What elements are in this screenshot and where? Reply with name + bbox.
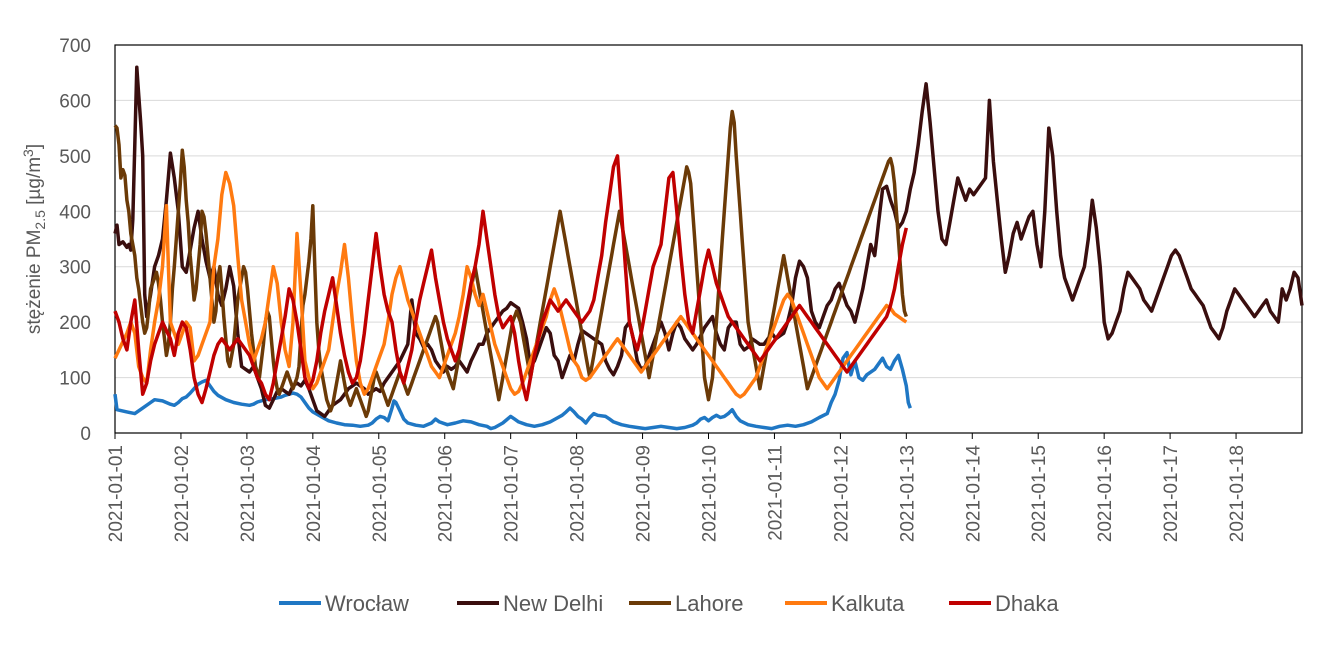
y-tick-label: 300 — [59, 258, 91, 279]
y-axis-title: stężenie PM2.5 [µg/m3] — [20, 144, 48, 334]
x-tick-label: 2021-01-11 — [765, 445, 786, 541]
x-tick-label: 2021-01-18 — [1227, 445, 1248, 542]
x-tick-label: 2021-01-16 — [1095, 445, 1116, 542]
x-tick-label: 2021-01-17 — [1161, 445, 1182, 542]
y-tick-label: 200 — [59, 313, 91, 334]
series-line-dhaka — [113, 154, 909, 405]
x-tick-label: 2021-01-05 — [370, 445, 391, 542]
legend-label: Wrocław — [325, 591, 409, 616]
axes — [114, 44, 1303, 439]
y-tick-label: 100 — [59, 369, 91, 390]
x-tick-label: 2021-01-04 — [304, 445, 325, 543]
x-tick-label: 2021-01-06 — [436, 445, 457, 542]
y-tick-label: 400 — [59, 202, 91, 223]
x-tick-label: 2021-01-13 — [897, 445, 918, 542]
x-tick-label: 2021-01-08 — [568, 445, 589, 542]
y-tick-label: 600 — [59, 91, 91, 112]
series-line-wrocław — [113, 350, 912, 431]
x-tick-label: 2021-01-07 — [502, 445, 523, 542]
x-tick-label: 2021-01-01 — [106, 445, 127, 542]
legend-item: New Delhi — [457, 591, 603, 616]
legend-label: Kalkuta — [831, 591, 905, 616]
y-tick-label: 0 — [80, 424, 91, 445]
x-tick-label: 2021-01-10 — [700, 445, 721, 542]
legend-item: Dhaka — [949, 591, 1059, 616]
legend-item: Lahore — [629, 591, 744, 616]
x-tick-label: 2021-01-12 — [831, 445, 852, 542]
x-tick-label: 2021-01-02 — [172, 445, 193, 542]
legend-label: New Delhi — [503, 591, 603, 616]
y-tick-label: 500 — [59, 147, 91, 168]
tick-labels: 0 100 200 300 400 500 600 700 2021-01-01 2021-01-… — [59, 36, 1248, 542]
legend-item: Kalkuta — [785, 591, 905, 616]
x-tick-label: 2021-01-15 — [1029, 445, 1050, 542]
x-tick-label: 2021-01-09 — [634, 445, 655, 542]
series-line-kalkuta — [113, 170, 908, 399]
legend-label: Dhaka — [995, 591, 1059, 616]
legend-item: Wrocław — [279, 591, 409, 616]
plot-frame — [114, 44, 1303, 434]
series-line-new-delhi — [113, 65, 1304, 419]
legend: Wrocław New Delhi Lahore Kalkuta Dhaka — [279, 591, 1059, 616]
x-tick-label: 2021-01-14 — [963, 445, 984, 543]
series-lines — [113, 65, 1304, 431]
x-tick-label: 2021-01-03 — [238, 445, 259, 542]
series-line-lahore — [113, 109, 908, 419]
legend-label: Lahore — [675, 591, 744, 616]
y-tick-label: 700 — [59, 36, 91, 57]
